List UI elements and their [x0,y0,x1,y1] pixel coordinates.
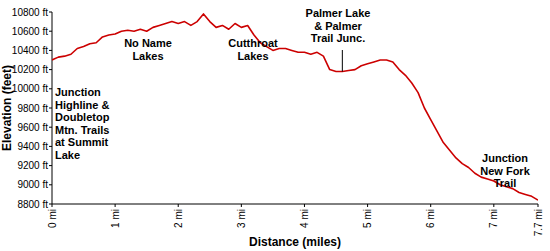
y-tick [49,12,52,13]
x-tick-label: 7.7 mi [533,209,544,236]
annotation: Palmer Lake [306,7,371,19]
x-tick [538,204,539,207]
y-axis-title: Elevation (feet) [0,65,14,151]
y-tick [49,108,52,109]
x-tick [52,204,53,207]
y-tick-label: 10600 ft [12,26,48,37]
y-tick [49,184,52,185]
x-axis [52,204,538,205]
annotation: Highline & [55,99,109,111]
y-tick-label: 9600 ft [17,122,48,133]
annotation: Mtn. Trails [55,124,109,136]
x-tick-label: 6 mi [425,209,436,228]
y-tick-label: 9200 ft [17,160,48,171]
marker-line [342,50,343,72]
y-tick-label: 8800 ft [17,199,48,210]
annotation: Lakes [132,50,163,62]
annotation: Junction [482,152,528,164]
y-tick-label: 9400 ft [17,141,48,152]
elevation-line [52,14,538,200]
x-tick-label: 2 mi [173,209,184,228]
annotation: Lake [55,149,80,161]
x-tick [241,204,242,207]
y-tick [49,69,52,70]
plot-area [52,14,538,200]
y-tick-label: 10800 ft [12,7,48,18]
annotation: Doubletop [55,111,110,123]
y-tick [49,88,52,89]
annotation: Trail Junc. [311,32,365,44]
annotation: Lakes [237,50,268,62]
annotation: & Palmer [314,20,362,32]
chart: 8800 ft 9000 ft 9200 ft 9400 ft 9600 ft 9800 … [0,0,550,251]
y-tick [49,127,52,128]
y-tick-label: 10400 ft [12,45,48,56]
x-tick [178,204,179,207]
annotation: Junction [55,86,101,98]
x-axis-title: Distance (miles) [249,235,341,249]
x-tick [115,204,116,207]
y-tick [49,165,52,166]
y-tick [49,50,52,51]
annotation: Trail [494,177,517,189]
x-tick [367,204,368,207]
x-tick [430,204,431,207]
y-tick-label: 9800 ft [17,103,48,114]
annotation: Cutthroat [228,37,278,49]
annotation: at Summit [55,136,109,148]
y-tick-label: 10000 ft [12,83,48,94]
annotation: New Fork [480,165,530,177]
x-tick-label: 0 mi [47,209,58,228]
y-tick [49,146,52,147]
x-tick [304,204,305,207]
x-tick-label: 3 mi [236,209,247,228]
y-tick-label: 10200 ft [12,64,48,75]
x-tick-label: 5 mi [362,209,373,228]
x-tick-label: 1 mi [110,209,121,228]
y-tick-label: 9000 ft [17,179,48,190]
y-tick [49,31,52,32]
x-tick [493,204,494,207]
x-tick-label: 7 mi [488,209,499,228]
x-tick-label: 4 mi [299,209,310,228]
annotation: No Name [124,37,172,49]
